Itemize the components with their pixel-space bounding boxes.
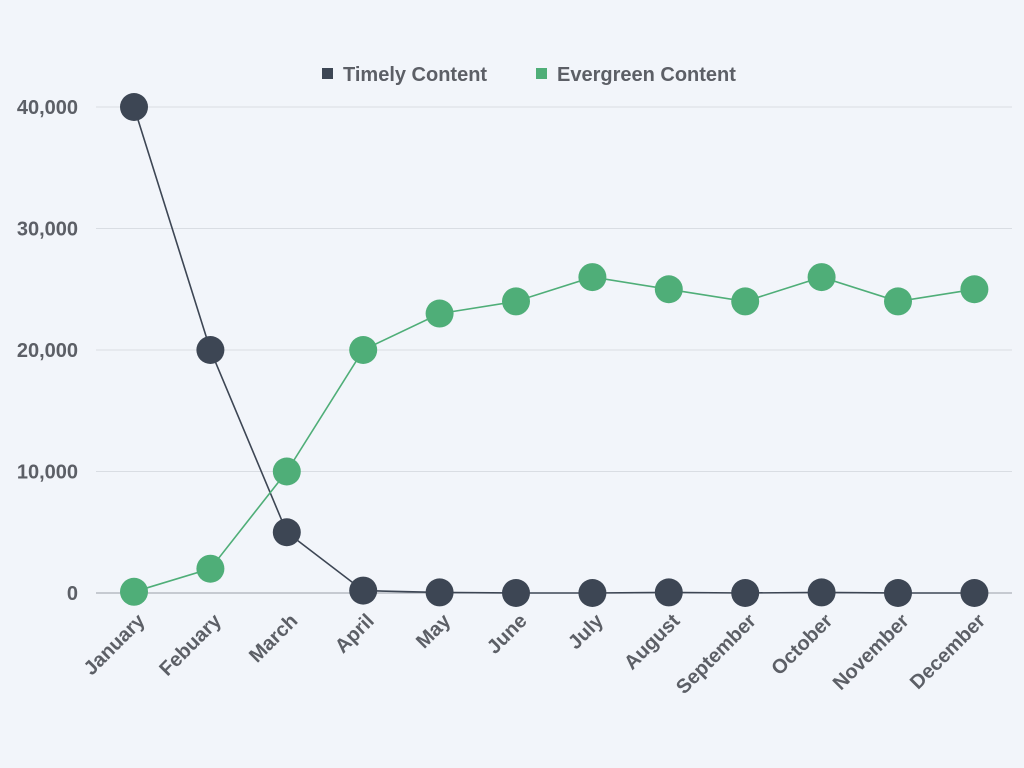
x-tick-label: June	[483, 610, 532, 659]
y-tick-label: 10,000	[17, 462, 78, 484]
legend-label: Evergreen Content	[557, 64, 736, 86]
data-point	[349, 336, 378, 364]
legend: Timely Content Evergreen Content	[322, 64, 736, 86]
data-point	[578, 263, 607, 292]
data-point	[960, 275, 989, 304]
data-point	[731, 287, 760, 316]
data-point	[272, 457, 301, 486]
legend-swatch	[536, 68, 547, 79]
y-tick-label: 0	[67, 583, 78, 605]
y-tick-label: 30,000	[17, 219, 78, 241]
data-point	[425, 578, 454, 607]
x-tick-label: January	[80, 609, 150, 679]
x-axis: January Febuary March April May June July Augus…	[80, 609, 990, 698]
data-point	[654, 275, 683, 304]
y-tick-label: 40,000	[17, 97, 78, 119]
series-group	[120, 93, 989, 607]
data-point	[196, 554, 225, 583]
x-tick-label: September	[672, 610, 761, 699]
data-point	[960, 579, 989, 607]
data-point	[884, 287, 912, 316]
y-axis: 0 10,000 20,000 30,000 40,000	[17, 97, 78, 605]
series-timely-content	[120, 93, 989, 607]
legend-label: Timely Content	[343, 64, 487, 86]
x-tick-label: July	[564, 609, 608, 653]
x-tick-label: August	[620, 610, 685, 675]
x-tick-label: October	[767, 610, 837, 680]
legend-swatch	[322, 68, 333, 79]
data-point	[425, 299, 454, 328]
data-point	[120, 93, 148, 121]
x-tick-label: April	[331, 610, 379, 658]
x-tick-label: May	[412, 609, 456, 653]
data-point	[502, 579, 530, 607]
y-tick-label: 20,000	[17, 340, 78, 362]
data-point	[196, 336, 225, 364]
data-point	[654, 578, 683, 607]
x-tick-label: March	[245, 610, 302, 667]
data-point	[731, 579, 760, 607]
data-point	[349, 576, 378, 605]
data-point	[120, 577, 148, 606]
x-tick-label: November	[829, 610, 914, 695]
data-point	[807, 578, 836, 607]
x-tick-label: December	[906, 610, 990, 694]
data-point	[807, 263, 836, 292]
data-point	[502, 287, 530, 316]
series-evergreen-content	[120, 263, 989, 606]
data-point	[884, 579, 912, 607]
data-point	[578, 579, 607, 607]
data-point	[272, 518, 301, 547]
x-tick-label: Febuary	[155, 609, 226, 680]
series-line	[133, 276, 975, 593]
grid-lines	[96, 106, 1012, 594]
